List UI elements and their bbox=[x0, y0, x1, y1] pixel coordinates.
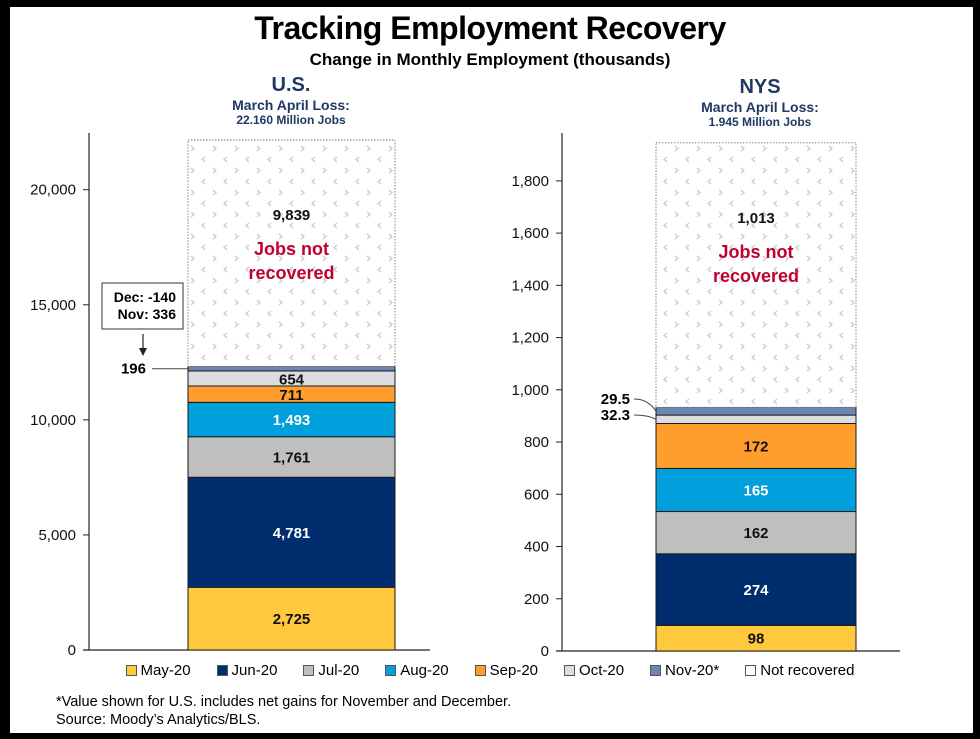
nys-label-jul-20: 162 bbox=[743, 525, 768, 542]
nys-jobs-not-recovered-text: Jobs not bbox=[719, 242, 794, 262]
nys-label-oct-20: 32.3 bbox=[601, 407, 630, 424]
nys-header: NYS March April Loss: 1.945 Million Jobs bbox=[660, 76, 860, 129]
us-loss-value: 22.160 Million Jobs bbox=[236, 113, 346, 127]
legend-item-not-recovered: Not recovered bbox=[745, 662, 854, 679]
nys-bar-may-20 bbox=[655, 624, 857, 652]
legend-label: Aug-20 bbox=[400, 662, 449, 679]
nys-chart: 0 200 400 600 800 1,000 1,200 1,400 1,600 1,800 98… bbox=[511, 133, 900, 660]
legend-swatch bbox=[216, 665, 228, 676]
nys-y-tick-label: 800 bbox=[524, 434, 549, 451]
nys-jobs-not-recovered-text: recovered bbox=[713, 266, 799, 286]
nys-bar-jul-20 bbox=[655, 511, 857, 555]
nys-loss-label: March April Loss: bbox=[701, 99, 819, 115]
us-region-title: U.S. bbox=[271, 74, 311, 96]
legend-swatch bbox=[745, 665, 757, 676]
legend-item-may-20: May-20 bbox=[125, 662, 191, 679]
us-annotation-line: Dec: -140 bbox=[114, 289, 176, 305]
us-chart: 0 5,000 10,000 15,000 20,000 2,725 4,781 1,761 1… bbox=[30, 133, 430, 659]
nys-bar-not-recovered bbox=[655, 142, 857, 408]
nys-y-tick-label: 400 bbox=[524, 539, 549, 556]
nys-label-sep-20: 172 bbox=[743, 438, 768, 455]
us-bar-may-20 bbox=[187, 586, 396, 651]
nys-y-tick-label: 1,200 bbox=[511, 330, 549, 347]
legend-swatch bbox=[303, 665, 315, 676]
legend-item-sep-20: Sep-20 bbox=[474, 662, 539, 679]
legend-label: Sep-20 bbox=[489, 662, 539, 679]
nys-region-title: NYS bbox=[739, 76, 781, 98]
legend-label: Jun-20 bbox=[231, 662, 278, 679]
legend-item-nov-20: Nov-20* bbox=[650, 662, 719, 679]
us-label-not-recovered: 9,839 bbox=[273, 207, 311, 224]
us-bar-nov-20 bbox=[187, 365, 396, 372]
nys-y-tick-label: 600 bbox=[524, 486, 549, 503]
legend-swatch bbox=[650, 665, 662, 676]
us-label-jun-20: 4,781 bbox=[273, 525, 311, 542]
nys-bar-oct-20 bbox=[655, 414, 857, 425]
nys-y-tick-label: 0 bbox=[541, 643, 549, 660]
us-loss-label: March April Loss: bbox=[232, 97, 350, 113]
us-bar-not-recovered bbox=[187, 139, 396, 367]
us-jobs-not-recovered-text: recovered bbox=[248, 263, 334, 283]
us-y-tick-label: 15,000 bbox=[30, 297, 76, 314]
us-annotation-box bbox=[101, 282, 184, 330]
nys-leader-line-nov-20 bbox=[633, 398, 657, 412]
chart-title: Tracking Employment Recovery bbox=[254, 10, 726, 46]
legend-item-aug-20: Aug-20 bbox=[385, 662, 449, 679]
us-label-oct-20: 654 bbox=[279, 371, 305, 388]
source-note: Source: Moody’s Analytics/BLS. bbox=[56, 712, 261, 728]
us-y-tick-label: 5,000 bbox=[38, 527, 76, 544]
legend-swatch bbox=[474, 665, 486, 676]
legend-swatch bbox=[125, 665, 137, 676]
nys-bar-jun-20 bbox=[655, 553, 857, 626]
us-label-sep-20: 711 bbox=[279, 387, 303, 404]
us-label-jul-20: 1,761 bbox=[273, 449, 311, 466]
legend-label: Nov-20* bbox=[665, 662, 720, 679]
legend-item-jun-20: Jun-20 bbox=[216, 662, 278, 679]
legend-swatch bbox=[564, 665, 576, 676]
chart-subtitle: Change in Monthly Employment (thousands) bbox=[309, 50, 671, 69]
nys-y-tick-label: 1,800 bbox=[511, 173, 549, 190]
nys-leader-line-oct-20 bbox=[633, 414, 657, 420]
legend: May-20 Jun-20 Jul-20 Aug-20 Sep-20 Oct-20 Nov-… bbox=[0, 662, 980, 679]
footnote: *Value shown for U.S. includes net gains… bbox=[56, 694, 512, 710]
us-jobs-not-recovered-text: Jobs not bbox=[254, 239, 329, 259]
us-y-tick-label: 10,000 bbox=[30, 412, 76, 429]
legend-label: Not recovered bbox=[760, 662, 855, 679]
nys-label-jun-20: 274 bbox=[743, 582, 769, 599]
us-bar-jun-20 bbox=[187, 476, 396, 588]
nys-label-aug-20: 165 bbox=[743, 482, 768, 499]
nys-y-tick-label: 1,000 bbox=[511, 382, 549, 399]
nys-y-tick-label: 1,400 bbox=[511, 277, 549, 294]
legend-item-jul-20: Jul-20 bbox=[303, 662, 359, 679]
nys-label-may-20: 98 bbox=[748, 631, 765, 648]
legend-item-oct-20: Oct-20 bbox=[564, 662, 624, 679]
us-y-tick-label: 0 bbox=[68, 642, 76, 659]
nys-label-nov-20: 29.5 bbox=[601, 391, 630, 408]
nys-bar-aug-20 bbox=[655, 467, 857, 513]
legend-label: Jul-20 bbox=[318, 662, 360, 679]
us-label-may-20: 2,725 bbox=[273, 611, 311, 628]
legend-swatch bbox=[385, 665, 397, 676]
legend-label: Oct-20 bbox=[579, 662, 625, 679]
nys-loss-value: 1.945 Million Jobs bbox=[708, 115, 812, 129]
nys-bar-sep-20 bbox=[655, 423, 857, 469]
us-header: U.S. March April Loss: 22.160 Million Jo… bbox=[191, 74, 391, 127]
nys-y-tick-label: 200 bbox=[524, 591, 549, 608]
nys-bar-nov-20 bbox=[655, 406, 857, 416]
us-label-nov-20: 196 bbox=[121, 361, 146, 378]
us-bar-jul-20 bbox=[187, 436, 396, 478]
nys-y-tick-label: 1,600 bbox=[511, 225, 549, 242]
us-annotation-arrow-head bbox=[139, 348, 147, 356]
legend-label: May-20 bbox=[140, 662, 191, 679]
nys-label-not-recovered: 1,013 bbox=[737, 210, 775, 227]
us-label-aug-20: 1,493 bbox=[273, 412, 311, 429]
us-y-tick-label: 20,000 bbox=[30, 182, 76, 199]
us-annotation-line: Nov: 336 bbox=[118, 306, 177, 322]
us-bar-aug-20 bbox=[187, 401, 396, 438]
